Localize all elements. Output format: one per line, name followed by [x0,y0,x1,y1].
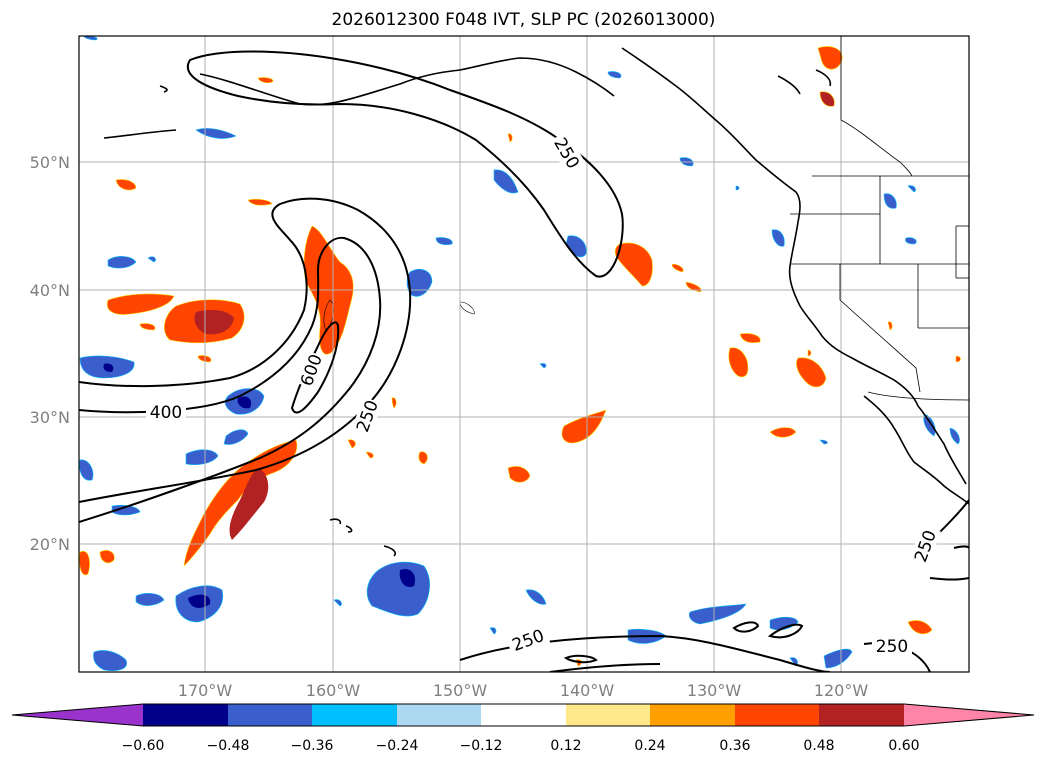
colorbar-segment [397,704,481,726]
contour-label-400: 400 [150,403,182,423]
cbar-tick-pos012: 0.12 [550,738,581,754]
colorbar-segment [566,704,650,726]
colorbar-segments [12,704,1034,726]
negative-anomaly-shading [79,36,960,671]
lat-label-40n: 40°N [30,281,70,300]
colorbar-segment [312,704,397,726]
lon-label-150w: 150°W [433,681,488,700]
lat-label-20n: 20°N [30,535,70,554]
colorbar-extend-low [12,704,143,726]
cbar-tick-pos024: 0.24 [634,738,665,754]
cbar-tick-neg012: −0.12 [460,738,503,754]
colorbar-segment [481,704,566,726]
cbar-tick-neg060: −0.60 [122,738,165,754]
cbar-tick-pos048: 0.48 [803,738,834,754]
contour-label-250-southeast: 250 [876,637,908,657]
colorbar-segment [735,704,819,726]
colorbar-segment [819,704,904,726]
contour-labels: 250 250 400 600 250 250 250 [146,131,941,657]
latitude-labels: 50°N 40°N 30°N 20°N [30,153,70,554]
political-borders [790,36,969,401]
lon-label-170w: 170°W [178,681,233,700]
lon-label-130w: 130°W [687,681,742,700]
colorbar: −0.60 −0.48 −0.36 −0.24 −0.12 0.12 0.24 … [11,703,1035,754]
colorbar-segment [228,704,312,726]
lon-label-140w: 140°W [560,681,615,700]
graticule [79,36,969,672]
lat-label-30n: 30°N [30,408,70,427]
colorbar-segment [143,704,228,726]
colorbar-extend-high [904,704,1034,726]
cbar-tick-pos036: 0.36 [719,738,750,754]
colorbar-outline [11,703,1035,727]
map-title: 2026012300 F048 IVT, SLP PC (2026013000) [331,10,716,30]
lon-label-160w: 160°W [306,681,361,700]
cbar-tick-neg036: −0.36 [291,738,334,754]
positive-anomaly-shading [79,46,961,667]
lon-label-120w: 120°W [814,681,869,700]
cbar-tick-neg024: −0.24 [376,738,419,754]
cbar-tick-pos060: 0.60 [888,738,919,754]
longitude-labels: 170°W 160°W 150°W 140°W 130°W 120°W [178,681,869,700]
cbar-tick-neg048: −0.48 [207,738,250,754]
map-frame [78,35,970,673]
map-plot-area: 250 250 400 600 250 250 250 [79,36,969,672]
colorbar-tick-labels: −0.60 −0.48 −0.36 −0.24 −0.12 0.12 0.24 … [122,738,920,754]
colorbar-segment [650,704,735,726]
lat-label-50n: 50°N [30,153,70,172]
coastlines [103,47,969,557]
